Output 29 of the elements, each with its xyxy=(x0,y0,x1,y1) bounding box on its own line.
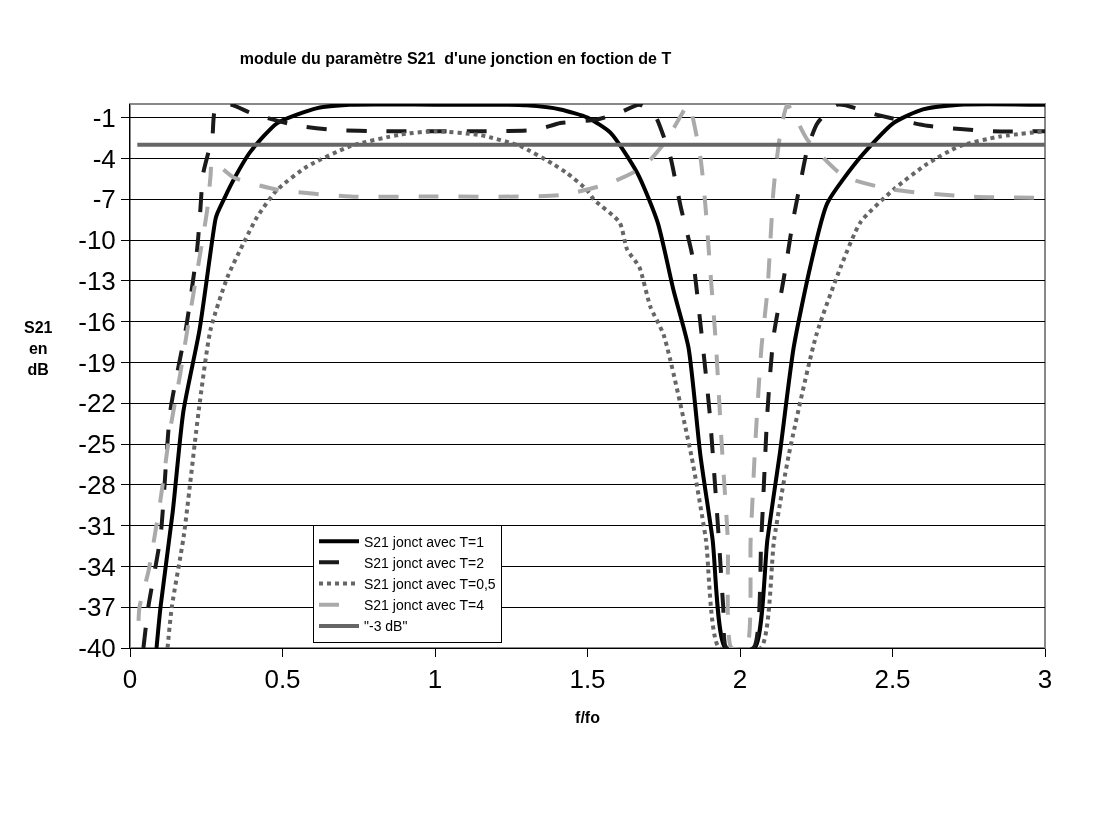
chart-title: module du paramètre S21 d'une jonction en foction de T xyxy=(239,50,672,68)
x-tick-label: 1.5 xyxy=(569,664,606,695)
y-tick-label: -22 xyxy=(78,388,116,419)
x-tick-label: 0 xyxy=(122,664,138,695)
x-axis-title: f/fo xyxy=(575,708,601,726)
x-tick-label: 3 xyxy=(1037,664,1053,695)
y-tick-label: -1 xyxy=(92,102,116,133)
legend-label: S21 jonct avec T=0,5 xyxy=(364,576,496,593)
legend-label: S21 jonct avec T=2 xyxy=(364,554,485,571)
y-tick-label: -4 xyxy=(92,143,116,174)
y-tick-label: -31 xyxy=(78,510,116,541)
y-tick-label: -19 xyxy=(78,347,116,378)
y-tick-label: -28 xyxy=(78,469,116,500)
y-tick-label: -7 xyxy=(92,184,116,215)
legend-label: S21 jonct avec T=1 xyxy=(364,533,485,550)
y-tick-label: -34 xyxy=(78,551,116,582)
y-axis-title: S21 en dB xyxy=(24,319,53,378)
y-tick-label: -10 xyxy=(78,225,116,256)
x-tick-label: 1 xyxy=(427,664,443,695)
legend-label: "-3 dB" xyxy=(364,618,408,635)
y-tick-label: -13 xyxy=(78,265,116,296)
y-tick-label: -40 xyxy=(78,633,116,664)
y-tick-label: -16 xyxy=(78,306,116,337)
y-tick-label: -25 xyxy=(78,429,116,460)
x-tick-label: 0.5 xyxy=(264,664,301,695)
x-tick-label: 2.5 xyxy=(874,664,911,695)
x-tick-label: 2 xyxy=(732,664,748,695)
y-tick-label: -37 xyxy=(78,592,116,623)
legend-label: S21 jonct avec T=4 xyxy=(364,597,485,614)
